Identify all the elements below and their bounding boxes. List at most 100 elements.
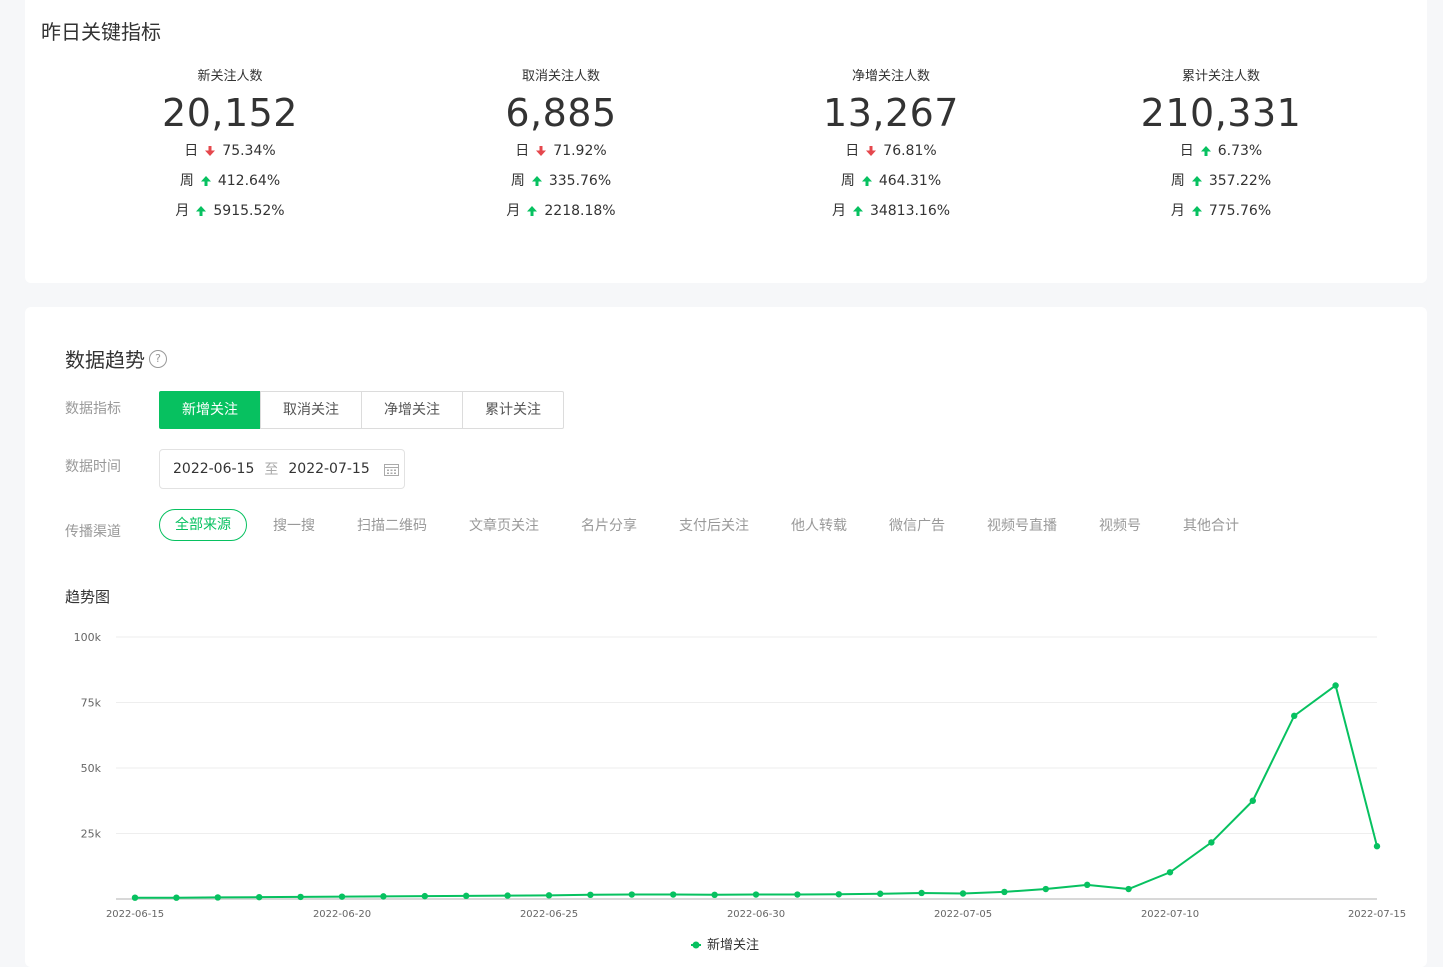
change-value: 34813.16%: [869, 203, 951, 219]
period-label: 周: [840, 173, 855, 189]
metric-change-row: 日 71.92%: [411, 136, 711, 166]
metric-value: 210,331: [1140, 91, 1302, 135]
period-label: 周: [510, 173, 525, 189]
data-point: [173, 894, 180, 901]
time-label: 数据时间: [65, 459, 121, 475]
metric-value: 6,885: [505, 91, 617, 135]
data-point: [1042, 885, 1049, 893]
data-point: [587, 891, 594, 899]
data-point: [256, 893, 263, 901]
channel-option[interactable]: 他人转载: [791, 518, 847, 534]
data-point: [338, 893, 346, 900]
channel-filter: 全部来源 搜一搜 扫描二维码 文章页关注 名片分享 支付后关注 他人转载 微信广告 视频号直播 视…: [159, 509, 1281, 541]
data-point: [628, 891, 635, 898]
metric-unfollows: 取消关注人数 6,885 日 71.92% 周 335.76% 月 2218.18%: [411, 68, 711, 226]
data-point: [1001, 888, 1008, 896]
data-point: [545, 892, 553, 899]
channel-option[interactable]: 名片分享: [581, 518, 637, 534]
channel-option[interactable]: 视频号直播: [987, 518, 1057, 534]
metric-change-row: 月 775.76%: [1071, 196, 1371, 226]
y-tick-label: 50k: [81, 762, 102, 775]
period-label: 日: [1179, 143, 1194, 159]
legend-label: 新增关注: [707, 937, 759, 953]
arrow-up-icon: [196, 206, 207, 216]
period-label: 日: [184, 143, 199, 159]
metric-change-row: 日 76.81%: [741, 136, 1041, 166]
change-value: 335.76%: [548, 173, 612, 189]
trend-title-text: 数据趋势: [65, 348, 145, 372]
date-start[interactable]: 2022-06-15: [173, 461, 255, 477]
trend-title: 数据趋势 ?: [65, 344, 167, 373]
metric-change-row: 周 357.22%: [1071, 166, 1371, 196]
metric-change-row: 月 5915.52%: [80, 196, 380, 226]
y-tick-label: 25k: [81, 828, 102, 841]
data-point: [214, 894, 221, 901]
change-value: 71.92%: [553, 143, 607, 159]
arrow-up-icon: [861, 176, 872, 186]
key-metrics-card: [25, 0, 1427, 283]
arrow-up-icon: [852, 206, 863, 216]
data-point: [670, 891, 677, 898]
arrow-up-icon: [1191, 176, 1202, 186]
metric-change-row: 月 34813.16%: [741, 196, 1041, 226]
metric-tabs: 新增关注 取消关注 净增关注 累计关注: [159, 391, 564, 429]
data-point: [1084, 881, 1091, 889]
change-value: 464.31%: [878, 173, 942, 189]
arrow-up-icon: [527, 206, 538, 216]
metric-net-followers: 净增关注人数 13,267 日 76.81% 周 464.31% 月 34813.16%: [741, 68, 1041, 226]
data-point: [463, 892, 470, 900]
date-range-picker[interactable]: 2022-06-15 至 2022-07-15: [159, 449, 405, 489]
metric-change-row: 日 6.73%: [1071, 136, 1371, 166]
data-point: [877, 890, 884, 897]
metric-change-row: 周 412.64%: [80, 166, 380, 196]
period-label: 月: [175, 203, 190, 219]
data-point: [1332, 682, 1339, 689]
metric-tab[interactable]: 新增关注: [159, 391, 261, 429]
channel-option[interactable]: 文章页关注: [469, 518, 539, 534]
channel-option[interactable]: 扫描二维码: [357, 518, 427, 534]
trend-card: 数据趋势 ? 数据指标 新增关注 取消关注 净增关注 累计关注 数据时间 2022-0…: [25, 307, 1427, 967]
metric-new-followers: 新关注人数 20,152 日 75.34% 周 412.64% 月 5915.52%: [80, 68, 380, 226]
key-metrics-title: 昨日关键指标: [41, 20, 161, 44]
period-label: 日: [515, 143, 530, 159]
arrow-up-icon: [1191, 206, 1202, 216]
metric-tab[interactable]: 净增关注: [361, 391, 463, 429]
data-point: [131, 894, 139, 901]
change-value: 412.64%: [217, 173, 281, 189]
channel-option[interactable]: 其他合计: [1183, 518, 1239, 534]
channel-option[interactable]: 全部来源: [159, 509, 247, 541]
period-label: 日: [845, 143, 860, 159]
change-value: 775.76%: [1208, 203, 1272, 219]
channel-option[interactable]: 支付后关注: [679, 518, 749, 534]
channel-option[interactable]: 微信广告: [889, 518, 945, 534]
change-value: 75.34%: [222, 143, 276, 159]
data-point: [504, 892, 511, 899]
data-point: [1373, 843, 1381, 850]
date-end[interactable]: 2022-07-15: [288, 461, 370, 477]
metric-label: 取消关注人数: [521, 69, 600, 84]
data-point: [1291, 712, 1298, 720]
period-label: 周: [1170, 173, 1185, 189]
data-point: [1166, 869, 1174, 876]
calendar-icon[interactable]: [383, 463, 399, 476]
y-tick-label: 100k: [74, 631, 102, 644]
metric-tab[interactable]: 累计关注: [462, 391, 564, 429]
x-tick-label: 2022-07-15: [1348, 909, 1406, 920]
x-tick-label: 2022-07-10: [1141, 909, 1199, 920]
data-point: [1249, 797, 1257, 804]
series-line: [135, 683, 1378, 899]
data-point: [297, 893, 304, 901]
channel-option[interactable]: 视频号: [1099, 518, 1141, 534]
x-tick-label: 2022-07-05: [934, 909, 992, 920]
change-value: 5915.52%: [213, 203, 285, 219]
metric-change-row: 日 75.34%: [80, 136, 380, 166]
help-icon[interactable]: ?: [149, 349, 167, 368]
data-point: [1208, 839, 1215, 846]
metric-label: 净增关注人数: [851, 69, 930, 84]
period-label: 月: [506, 203, 521, 219]
metric-value: 20,152: [162, 91, 298, 135]
x-tick-label: 2022-06-20: [313, 909, 371, 920]
metric-tab[interactable]: 取消关注: [260, 391, 362, 429]
metric-change-row: 月 2218.18%: [411, 196, 711, 226]
channel-option[interactable]: 搜一搜: [273, 518, 315, 534]
